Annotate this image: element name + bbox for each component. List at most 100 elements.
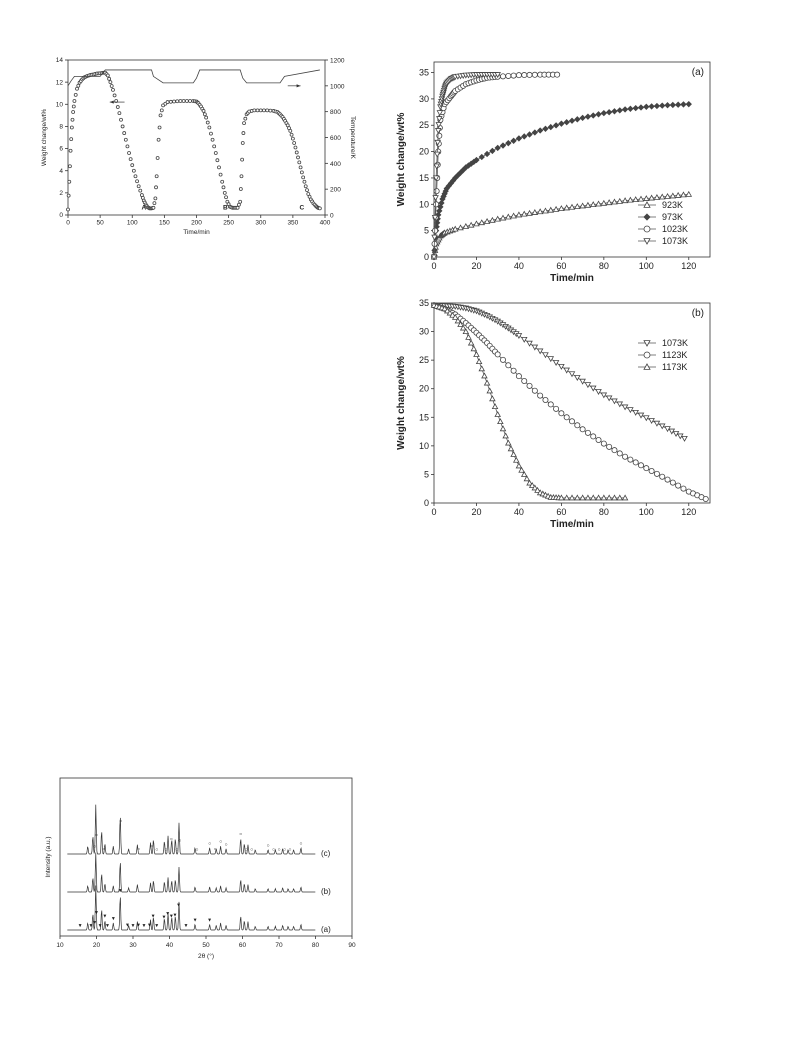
- data-point: [510, 367, 517, 374]
- series-923K: [430, 190, 693, 260]
- data-point: [175, 99, 180, 104]
- data-point: [505, 139, 512, 147]
- data-point: [584, 201, 592, 208]
- phase-marker: ▼: [98, 923, 103, 929]
- phase-marker: ○: [250, 847, 253, 853]
- data-point: [675, 482, 682, 489]
- x-tick-label: 60: [239, 942, 247, 949]
- y-tick-label: 10: [419, 441, 429, 451]
- data-point: [510, 72, 517, 79]
- data-point: [165, 100, 170, 104]
- tga-cycle-chart: 0 50 100 150 200 250 300 350 40002468101214Time/…: [41, 57, 356, 236]
- data-point: [622, 453, 629, 460]
- data-point: [505, 362, 512, 369]
- data-point: [502, 432, 509, 439]
- legend-label: 973K: [662, 212, 683, 222]
- x-tick-label: 20: [471, 507, 481, 517]
- data-point: [105, 73, 110, 78]
- phase-marker: ▼: [172, 913, 177, 919]
- data-point: [595, 389, 602, 395]
- phase-marker: ○: [175, 847, 178, 853]
- data-point: [111, 87, 115, 92]
- x-tick-label: 30: [129, 942, 137, 949]
- data-point: [637, 104, 645, 111]
- data-point: [552, 205, 560, 212]
- data-point: [507, 445, 515, 452]
- data-point: [473, 156, 480, 164]
- data-point: [568, 418, 575, 425]
- y2-tick-label: 600: [330, 135, 341, 142]
- phase-marker: ○: [137, 846, 140, 852]
- data-point: [648, 103, 655, 110]
- series-1073K: [430, 72, 501, 261]
- data-point: [470, 345, 478, 352]
- data-point: [542, 125, 549, 132]
- y2-tick-label: 400: [330, 161, 341, 168]
- data-point: [433, 151, 441, 158]
- data-point: [621, 404, 629, 411]
- data-point: [486, 387, 494, 394]
- pattern-line: [67, 852, 316, 893]
- phase-marker: ○: [245, 847, 248, 853]
- data-point: [563, 414, 570, 421]
- data-point: [205, 120, 210, 125]
- data-point: [600, 109, 608, 117]
- data-point: [294, 150, 299, 155]
- data-point: [489, 147, 496, 155]
- data-point: [643, 465, 650, 472]
- data-point: [520, 336, 528, 343]
- data-point: [127, 151, 131, 155]
- data-point: [130, 163, 135, 168]
- desorption-chart: 0 20 40 60 80 100 120 0 5 10 15 20 25 30 35 Time/min Wei…: [396, 298, 711, 530]
- data-point: [520, 471, 528, 477]
- data-point: [241, 131, 246, 135]
- y-axis-label: Intensity (a.u.): [45, 836, 52, 877]
- data-point: [436, 132, 443, 139]
- data-point: [109, 84, 114, 88]
- data-point: [473, 351, 480, 357]
- data-point: [605, 199, 613, 206]
- data-point: [68, 164, 72, 169]
- data-point: [436, 116, 443, 123]
- data-point: [531, 387, 538, 394]
- x-tick-label: 120: [681, 507, 696, 517]
- phase-marker: ▼: [165, 911, 170, 917]
- phase-marker: ○: [267, 843, 270, 849]
- data-point: [481, 372, 488, 379]
- data-point: [579, 494, 586, 501]
- panel-label: (a): [692, 67, 704, 78]
- data-point: [220, 179, 225, 184]
- data-point: [595, 111, 602, 118]
- data-point: [483, 150, 491, 158]
- data-point: [66, 207, 70, 212]
- data-point: [72, 99, 77, 103]
- xrd-chart: 10 20 30 40 50 60 70 80 90 2θ (°) Intensity (a.u.)…: [45, 777, 356, 960]
- data-point: [611, 198, 618, 205]
- data-point: [526, 209, 533, 216]
- data-point: [542, 397, 549, 404]
- data-point: [221, 185, 226, 190]
- data-point: [432, 195, 439, 202]
- y-tick-label: 25: [419, 355, 429, 365]
- data-point: [664, 102, 671, 109]
- data-point: [589, 385, 597, 392]
- data-point: [520, 210, 528, 217]
- x-tick-label: 20: [93, 942, 101, 949]
- data-point: [558, 205, 565, 211]
- pattern-label: (a): [321, 925, 331, 934]
- data-point: [76, 83, 81, 88]
- data-point: [680, 191, 687, 198]
- data-point: [483, 379, 491, 386]
- phase-marker: ▼: [89, 923, 94, 929]
- data-point: [558, 494, 565, 501]
- data-point: [531, 209, 539, 215]
- data-point: [238, 187, 243, 191]
- data-point: [298, 165, 303, 170]
- data-point: [606, 443, 613, 450]
- data-point: [616, 197, 624, 204]
- data-point: [213, 151, 218, 155]
- data-point: [512, 456, 520, 463]
- y2-tick-label: 1200: [330, 58, 345, 65]
- x-tick-label: 20: [471, 261, 481, 271]
- data-point: [478, 365, 486, 372]
